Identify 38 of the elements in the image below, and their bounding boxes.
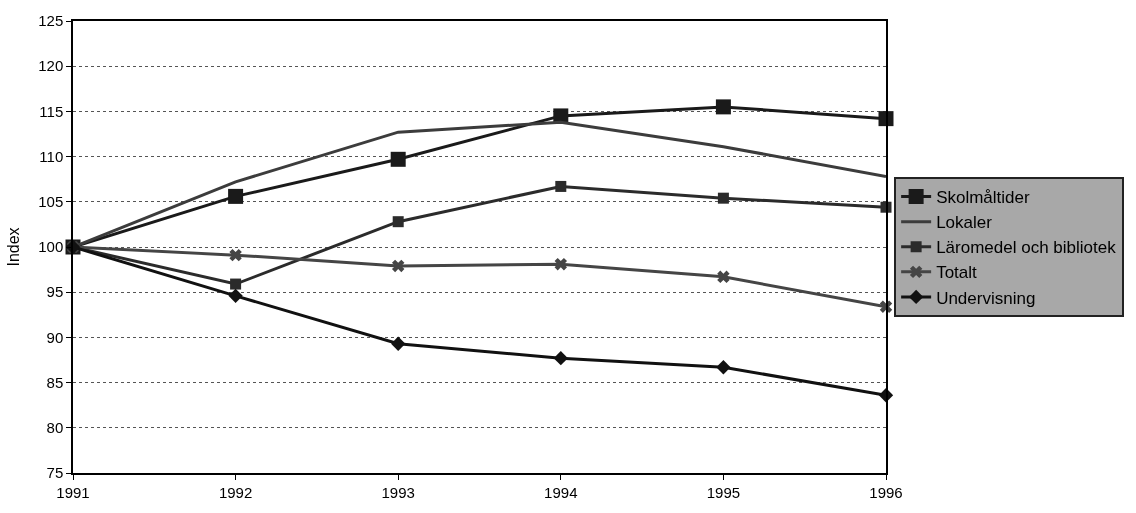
point xyxy=(716,360,731,375)
point xyxy=(390,151,406,167)
point xyxy=(391,336,406,351)
legend-label: Lokaler xyxy=(936,213,993,233)
x-tick-label: 1992 xyxy=(218,483,253,501)
point xyxy=(228,188,244,204)
y-tick-label: 120 xyxy=(38,57,64,75)
point xyxy=(230,278,242,290)
point xyxy=(717,270,730,284)
y-tick-label: 90 xyxy=(46,328,64,346)
point xyxy=(555,180,567,192)
y-tick-label: 115 xyxy=(39,102,64,120)
y-tick-label: 85 xyxy=(46,373,64,391)
point xyxy=(553,351,568,366)
point xyxy=(392,216,404,228)
legend-label: Undervisning xyxy=(936,288,1036,308)
y-tick-label: 95 xyxy=(46,283,64,301)
point xyxy=(228,288,243,303)
x-tick-label: 1994 xyxy=(544,483,578,501)
x-tick-label: 1996 xyxy=(869,483,903,501)
point xyxy=(229,248,242,262)
y-tick-label: 75 xyxy=(46,464,64,482)
y-tick-label: 105 xyxy=(38,193,64,211)
y-tick-label: 80 xyxy=(46,419,64,437)
x-tick-label: 1995 xyxy=(706,483,741,501)
point xyxy=(715,99,731,115)
legend-label: Totalt xyxy=(936,263,978,283)
legend-label: Skolmåltider xyxy=(936,188,1030,208)
x-tick-label: 1991 xyxy=(56,483,90,501)
point xyxy=(554,257,568,271)
point xyxy=(717,192,729,204)
x-tick-label: 1993 xyxy=(381,483,415,501)
point xyxy=(391,259,405,273)
legend-label: Läromedel och bibliotek xyxy=(936,238,1117,258)
y-tick-label: 110 xyxy=(39,147,64,165)
y-tick-label: 125 xyxy=(38,12,64,30)
y-axis-title: Index xyxy=(4,227,22,267)
y-tick-label: 100 xyxy=(38,238,64,256)
